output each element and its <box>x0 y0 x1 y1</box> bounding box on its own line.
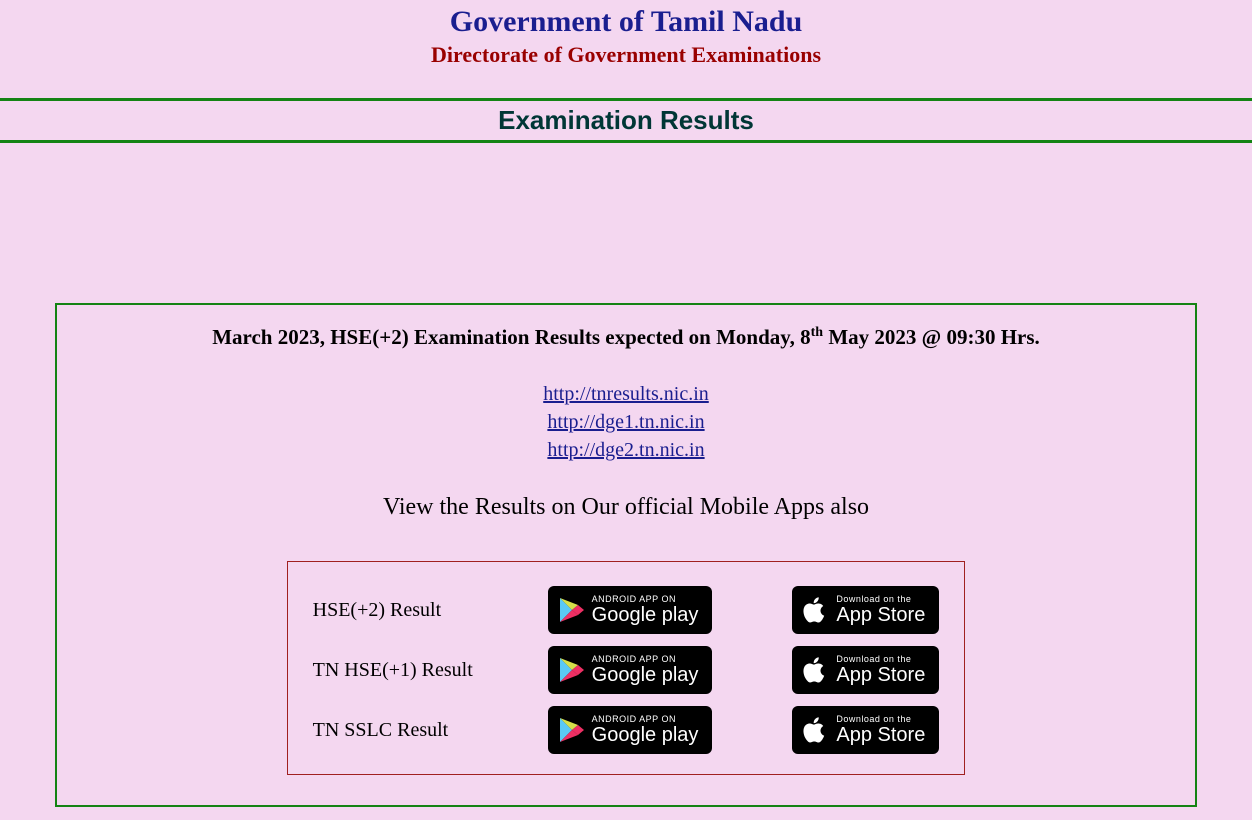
app-store-badge[interactable]: Download on the App Store <box>792 586 939 634</box>
results-announcement: March 2023, HSE(+2) Examination Results … <box>87 325 1165 350</box>
gov-title: Government of Tamil Nadu <box>0 5 1252 39</box>
apps-table: HSE(+2) Result ANDROID APP ON Google pla… <box>287 561 966 775</box>
apple-top-text: Download on the <box>836 595 925 604</box>
result-link-3[interactable]: http://dge2.tn.nic.in <box>87 436 1165 464</box>
result-links: http://tnresults.nic.in http://dge1.tn.n… <box>87 380 1165 464</box>
section-title-bar: Examination Results <box>0 98 1252 143</box>
apple-icon <box>802 715 828 745</box>
apple-main-text: App Store <box>836 604 925 626</box>
app-label-hse1: TN HSE(+1) Result <box>313 659 548 682</box>
google-main-text: Google play <box>592 604 699 626</box>
apple-icon <box>802 655 828 685</box>
page-header: Government of Tamil Nadu Directorate of … <box>0 0 1252 88</box>
google-main-text: Google play <box>592 724 699 746</box>
directorate-subtitle: Directorate of Government Examinations <box>0 42 1252 68</box>
result-link-2[interactable]: http://dge1.tn.nic.in <box>87 408 1165 436</box>
result-link-1[interactable]: http://tnresults.nic.in <box>87 380 1165 408</box>
apple-icon <box>802 595 828 625</box>
app-row: TN HSE(+1) Result ANDROID APP ON Google … <box>313 646 940 694</box>
google-main-text: Google play <box>592 664 699 686</box>
mobile-apps-text: View the Results on Our official Mobile … <box>87 494 1165 521</box>
google-top-text: ANDROID APP ON <box>592 595 699 604</box>
app-label-hse2: HSE(+2) Result <box>313 599 548 622</box>
google-play-icon <box>558 716 584 744</box>
google-play-icon <box>558 656 584 684</box>
announcement-suffix: May 2023 @ 09:30 Hrs. <box>823 325 1040 349</box>
google-play-badge[interactable]: ANDROID APP ON Google play <box>548 586 713 634</box>
apple-top-text: Download on the <box>836 655 925 664</box>
apple-main-text: App Store <box>836 664 925 686</box>
google-play-icon <box>558 596 584 624</box>
apple-top-text: Download on the <box>836 715 925 724</box>
app-row: TN SSLC Result ANDROID APP ON Google pla… <box>313 706 940 754</box>
google-play-badge[interactable]: ANDROID APP ON Google play <box>548 706 713 754</box>
announcement-sup: th <box>811 325 823 340</box>
apple-main-text: App Store <box>836 724 925 746</box>
app-store-badge[interactable]: Download on the App Store <box>792 646 939 694</box>
app-store-badge[interactable]: Download on the App Store <box>792 706 939 754</box>
app-row: HSE(+2) Result ANDROID APP ON Google pla… <box>313 586 940 634</box>
google-top-text: ANDROID APP ON <box>592 655 699 664</box>
section-title: Examination Results <box>498 105 754 135</box>
content-box: March 2023, HSE(+2) Examination Results … <box>55 303 1197 807</box>
google-play-badge[interactable]: ANDROID APP ON Google play <box>548 646 713 694</box>
announcement-prefix: March 2023, HSE(+2) Examination Results … <box>212 325 810 349</box>
google-top-text: ANDROID APP ON <box>592 715 699 724</box>
app-label-sslc: TN SSLC Result <box>313 719 548 742</box>
